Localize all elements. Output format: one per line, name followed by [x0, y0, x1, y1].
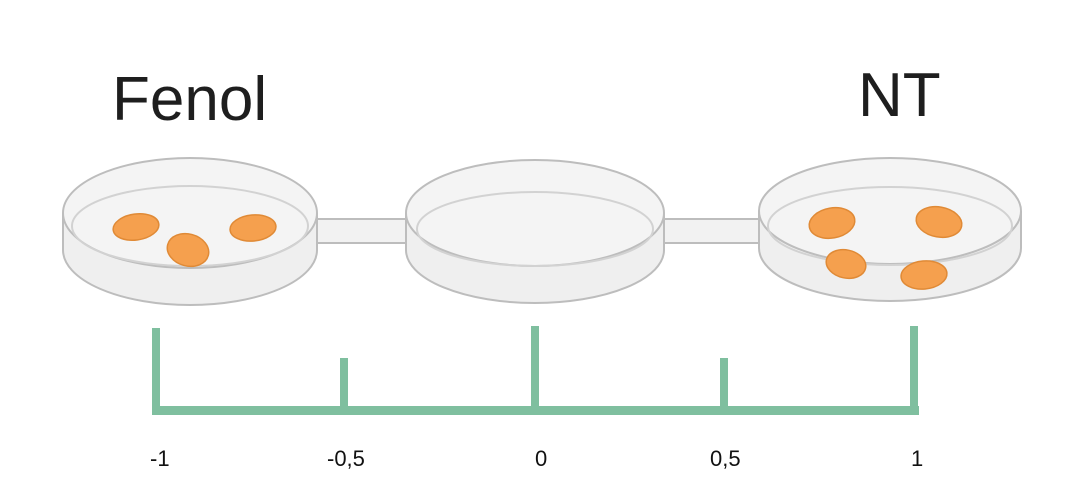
- dish-label-nt: NT: [858, 61, 941, 130]
- larva-right-2: [915, 205, 963, 239]
- larva-left-1: [112, 212, 160, 242]
- preference-scale: [152, 326, 919, 415]
- scale-tick-major-center: [531, 326, 539, 412]
- scale-tick-label: 0: [535, 446, 548, 471]
- petri-dish-left: [62, 157, 318, 306]
- scale-tick-label: -0,5: [327, 446, 365, 471]
- scale-tick-minor-left: [340, 358, 348, 412]
- scale-tick-label: -1: [150, 446, 170, 471]
- scale-tick-label: 0,5: [710, 446, 741, 471]
- larva-left-2: [166, 232, 210, 268]
- larva-right-3: [825, 248, 867, 280]
- larva-right-1: [808, 206, 856, 240]
- dish-label-fenol: Fenol: [112, 65, 268, 134]
- scale-tick-minor-right: [720, 358, 728, 412]
- connector-tube-left: [311, 218, 413, 244]
- larva-left-3: [229, 214, 277, 242]
- scale-tick-label: 1: [911, 446, 924, 471]
- connector-tube-right: [659, 218, 767, 244]
- larva-right-4: [900, 260, 948, 290]
- scale-tick-major-left: [152, 328, 160, 412]
- petri-dish-right: [758, 157, 1022, 302]
- petri-dish-center: [405, 159, 665, 304]
- scale-tick-major-right: [910, 326, 918, 412]
